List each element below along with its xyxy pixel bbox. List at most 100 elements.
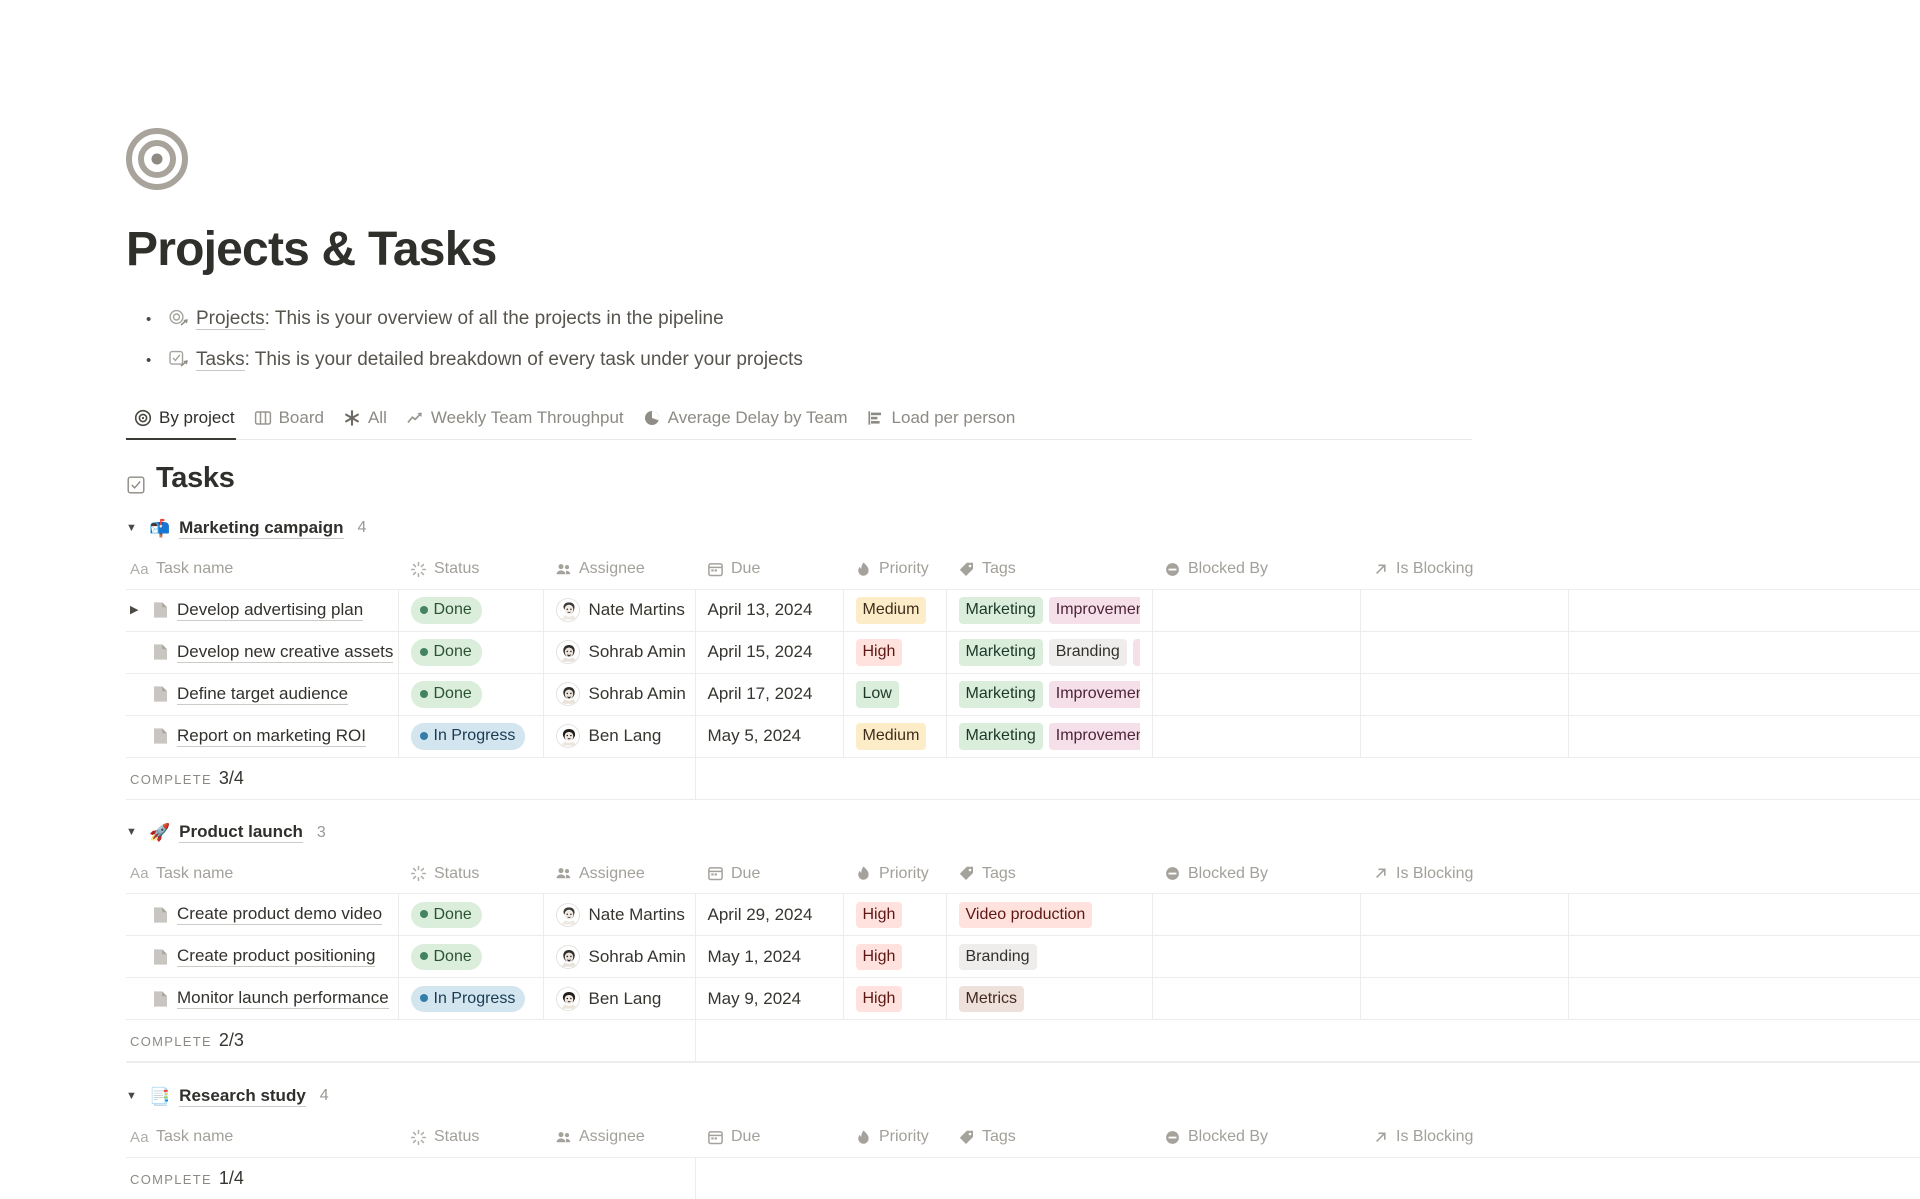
task-name-link[interactable]: Report on marketing ROI <box>177 725 366 747</box>
cell-extra[interactable] <box>1568 893 1920 937</box>
column-header-is-blocking[interactable]: Is Blocking <box>1360 1117 1568 1158</box>
table-row[interactable]: ▶Report on marketing ROI In Progress Ben… <box>126 715 1920 758</box>
cell-extra[interactable] <box>1568 715 1920 758</box>
cell-priority[interactable]: High <box>843 893 947 937</box>
cell-blocked-by[interactable] <box>1152 977 1361 1021</box>
column-header-task-name[interactable]: Aa Task name <box>126 1117 398 1158</box>
cell-assignee[interactable]: Nate Martins <box>543 893 696 937</box>
cell-task-name[interactable]: ▶Define target audience <box>126 673 399 716</box>
column-header-assignee[interactable]: Assignee <box>543 549 695 590</box>
bullet-link-tasks[interactable]: Tasks: This is your detailed breakdown o… <box>196 348 803 371</box>
group-complete-summary[interactable]: COMPLETE 2/3 <box>126 1019 696 1063</box>
cell-extra[interactable] <box>1568 673 1920 716</box>
cell-is-blocking[interactable] <box>1360 589 1569 632</box>
column-header-is-blocking[interactable]: Is Blocking <box>1360 549 1568 590</box>
table-row[interactable]: ▶Develop new creative assets Done Sohrab… <box>126 631 1920 674</box>
cell-tags[interactable]: Video production <box>946 893 1153 937</box>
column-header-assignee[interactable]: Assignee <box>543 1117 695 1158</box>
cell-is-blocking[interactable] <box>1360 673 1569 716</box>
task-name-link[interactable]: Define target audience <box>177 683 349 705</box>
task-name-link[interactable]: Create product demo video <box>177 904 383 926</box>
column-header-status[interactable]: Status <box>398 1117 543 1158</box>
cell-tags[interactable]: MarketingImprovement <box>946 589 1153 632</box>
cell-due[interactable]: April 13, 2024 <box>695 589 844 632</box>
column-header-tags[interactable]: Tags <box>946 853 1152 895</box>
table-row[interactable]: ▶Define target audience Done Sohrab Amin… <box>126 673 1920 716</box>
table-row[interactable]: ▶ Develop advertising plan Done Nate Mart… <box>126 589 1920 632</box>
column-header-tags[interactable]: Tags <box>946 1117 1152 1158</box>
task-name-link[interactable]: Monitor launch performance <box>177 988 389 1010</box>
column-header-status[interactable]: Status <box>398 549 543 590</box>
group-name[interactable]: Marketing campaign <box>179 517 344 539</box>
cell-is-blocking[interactable] <box>1360 935 1569 979</box>
cell-priority[interactable]: High <box>843 935 947 979</box>
column-header-blocked-by[interactable]: Blocked By <box>1152 549 1360 590</box>
cell-due[interactable]: April 15, 2024 <box>695 631 844 674</box>
cell-blocked-by[interactable] <box>1152 673 1361 716</box>
cell-blocked-by[interactable] <box>1152 893 1361 937</box>
cell-priority[interactable]: Medium <box>843 715 947 758</box>
cell-due[interactable]: April 29, 2024 <box>695 893 844 937</box>
cell-blocked-by[interactable] <box>1152 589 1361 632</box>
cell-status[interactable]: Done <box>398 935 544 979</box>
cell-assignee[interactable]: Sohrab Amin <box>543 631 696 674</box>
column-header-due[interactable]: Due <box>695 549 843 590</box>
cell-tags[interactable]: Metrics <box>946 977 1153 1021</box>
cell-tags[interactable]: Branding <box>946 935 1153 979</box>
column-header-status[interactable]: Status <box>398 853 543 895</box>
chevron-down-icon[interactable]: ▼ <box>126 521 137 534</box>
cell-status[interactable]: Done <box>398 631 544 674</box>
cell-status[interactable]: Done <box>398 589 544 632</box>
cell-status[interactable]: Done <box>398 673 544 716</box>
table-row[interactable]: ▶Create product positioning Done Sohrab … <box>126 935 1920 979</box>
cell-priority[interactable]: Low <box>843 673 947 716</box>
cell-priority[interactable]: High <box>843 631 947 674</box>
task-name-link[interactable]: Create product positioning <box>177 946 376 968</box>
column-header-priority[interactable]: Priority <box>843 1117 946 1158</box>
cell-due[interactable]: April 17, 2024 <box>695 673 844 716</box>
cell-priority[interactable]: High <box>843 977 947 1021</box>
column-header-is-blocking[interactable]: Is Blocking <box>1360 853 1568 895</box>
cell-is-blocking[interactable] <box>1360 893 1569 937</box>
cell-status[interactable]: In Progress <box>398 977 544 1021</box>
cell-task-name[interactable]: ▶Create product positioning <box>126 935 399 979</box>
chevron-down-icon[interactable]: ▼ <box>126 826 137 839</box>
cell-status[interactable]: Done <box>398 893 544 937</box>
tab-average-delay-by-team[interactable]: Average Delay by Team <box>635 408 859 439</box>
column-header-blocked-by[interactable]: Blocked By <box>1152 1117 1360 1158</box>
group-name[interactable]: Product launch <box>179 822 303 844</box>
cell-task-name[interactable]: ▶Develop new creative assets <box>126 631 399 674</box>
cell-task-name[interactable]: ▶Monitor launch performance <box>126 977 399 1021</box>
cell-task-name[interactable]: ▶ Develop advertising plan <box>126 589 399 632</box>
column-header-priority[interactable]: Priority <box>843 853 946 895</box>
cell-extra[interactable] <box>1568 977 1920 1021</box>
tab-by-project[interactable]: By project <box>126 408 246 441</box>
cell-due[interactable]: May 5, 2024 <box>695 715 844 758</box>
cell-priority[interactable]: Medium <box>843 589 947 632</box>
column-header-due[interactable]: Due <box>695 853 843 895</box>
column-header-task-name[interactable]: Aa Task name <box>126 853 398 895</box>
column-header-blocked-by[interactable]: Blocked By <box>1152 853 1360 895</box>
cell-due[interactable]: May 9, 2024 <box>695 977 844 1021</box>
task-name-link[interactable]: Develop advertising plan <box>177 599 364 621</box>
tab-board[interactable]: Board <box>246 408 335 439</box>
cell-task-name[interactable]: ▶Create product demo video <box>126 893 399 937</box>
column-header-tags[interactable]: Tags <box>946 549 1152 590</box>
bullet-link-projects[interactable]: Projects: This is your overview of all t… <box>196 307 724 330</box>
tab-load-per-person[interactable]: Load per person <box>859 408 1027 439</box>
cell-assignee[interactable]: Sohrab Amin <box>543 935 696 979</box>
expand-row-icon[interactable]: ▶ <box>130 603 139 616</box>
group-header[interactable]: ▼ 📑 Research study 4 <box>126 1077 1920 1115</box>
cell-assignee[interactable]: Sohrab Amin <box>543 673 696 716</box>
cell-tags[interactable]: MarketingImprovement <box>946 715 1153 758</box>
column-header-assignee[interactable]: Assignee <box>543 853 695 895</box>
column-header-priority[interactable]: Priority <box>843 549 946 590</box>
cell-is-blocking[interactable] <box>1360 715 1569 758</box>
group-complete-summary[interactable]: COMPLETE 1/4 <box>126 1157 696 1199</box>
cell-tags[interactable]: MarketingImprovement <box>946 673 1153 716</box>
cell-status[interactable]: In Progress <box>398 715 544 758</box>
cell-task-name[interactable]: ▶Report on marketing ROI <box>126 715 399 758</box>
group-complete-summary[interactable]: COMPLETE 3/4 <box>126 757 696 800</box>
column-header-due[interactable]: Due <box>695 1117 843 1158</box>
cell-blocked-by[interactable] <box>1152 631 1361 674</box>
